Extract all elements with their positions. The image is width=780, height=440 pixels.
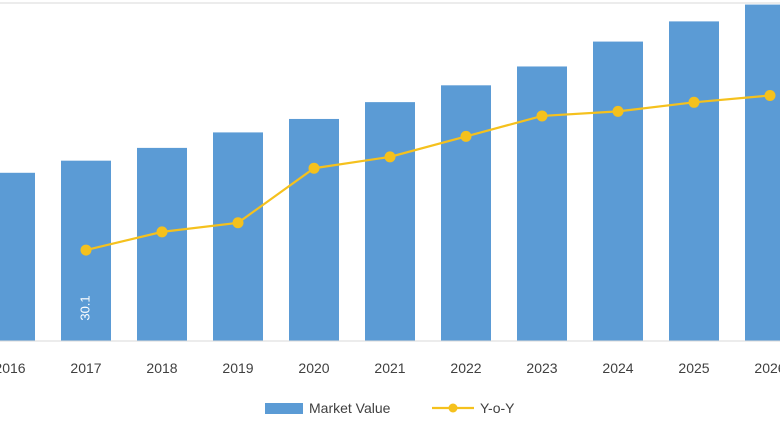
yoy-point-2019	[232, 217, 244, 229]
data-label-2017: 30.1	[77, 295, 92, 320]
yoy-line	[85, 94, 771, 252]
x-tick-2021: 2021	[374, 360, 405, 376]
bar-2023	[517, 66, 567, 341]
yoy-point-2021	[384, 151, 396, 163]
legend-swatch-market-value	[265, 403, 303, 414]
line-layer	[80, 89, 776, 256]
yoy-point-2025	[688, 96, 700, 108]
yoy-point-2017	[80, 244, 92, 256]
legend-label-market-value: Market Value	[309, 400, 391, 416]
bar-2022	[441, 85, 491, 341]
bar-2020	[289, 118, 339, 341]
bar-2016	[0, 172, 35, 341]
bar-2019	[213, 132, 263, 341]
x-tick-2025: 2025	[678, 360, 709, 376]
legend-label-yoy: Y-o-Y	[480, 400, 515, 416]
x-tick-2022: 2022	[450, 360, 481, 376]
x-tick-2026: 2026	[754, 360, 780, 376]
bars-layer	[0, 4, 780, 342]
x-tick-2023: 2023	[526, 360, 557, 376]
yoy-point-2023	[536, 110, 548, 122]
x-tick-2016: 2016	[0, 360, 26, 376]
x-tick-labels: 2016 2017 2018 2019 2020 2021 2022 2023 2024 2025…	[0, 360, 780, 376]
x-tick-2018: 2018	[146, 360, 177, 376]
x-tick-2017: 2017	[70, 360, 101, 376]
yoy-point-2024	[612, 105, 624, 117]
legend: Market Value Y-o-Y	[265, 400, 515, 416]
legend-swatch-yoy-marker	[448, 403, 458, 413]
x-tick-2020: 2020	[298, 360, 329, 376]
bar-2026	[745, 4, 780, 341]
x-tick-2024: 2024	[602, 360, 633, 376]
bar-2024	[593, 41, 643, 341]
yoy-point-2020	[308, 162, 320, 174]
x-tick-2019: 2019	[222, 360, 253, 376]
yoy-point-2018	[156, 226, 168, 238]
bar-2025	[669, 21, 719, 342]
data-labels: 30.1	[77, 295, 92, 320]
yoy-point-2022	[460, 130, 472, 142]
bar-2018	[137, 147, 187, 341]
bar-2021	[365, 102, 415, 341]
yoy-point-2026	[764, 89, 776, 101]
